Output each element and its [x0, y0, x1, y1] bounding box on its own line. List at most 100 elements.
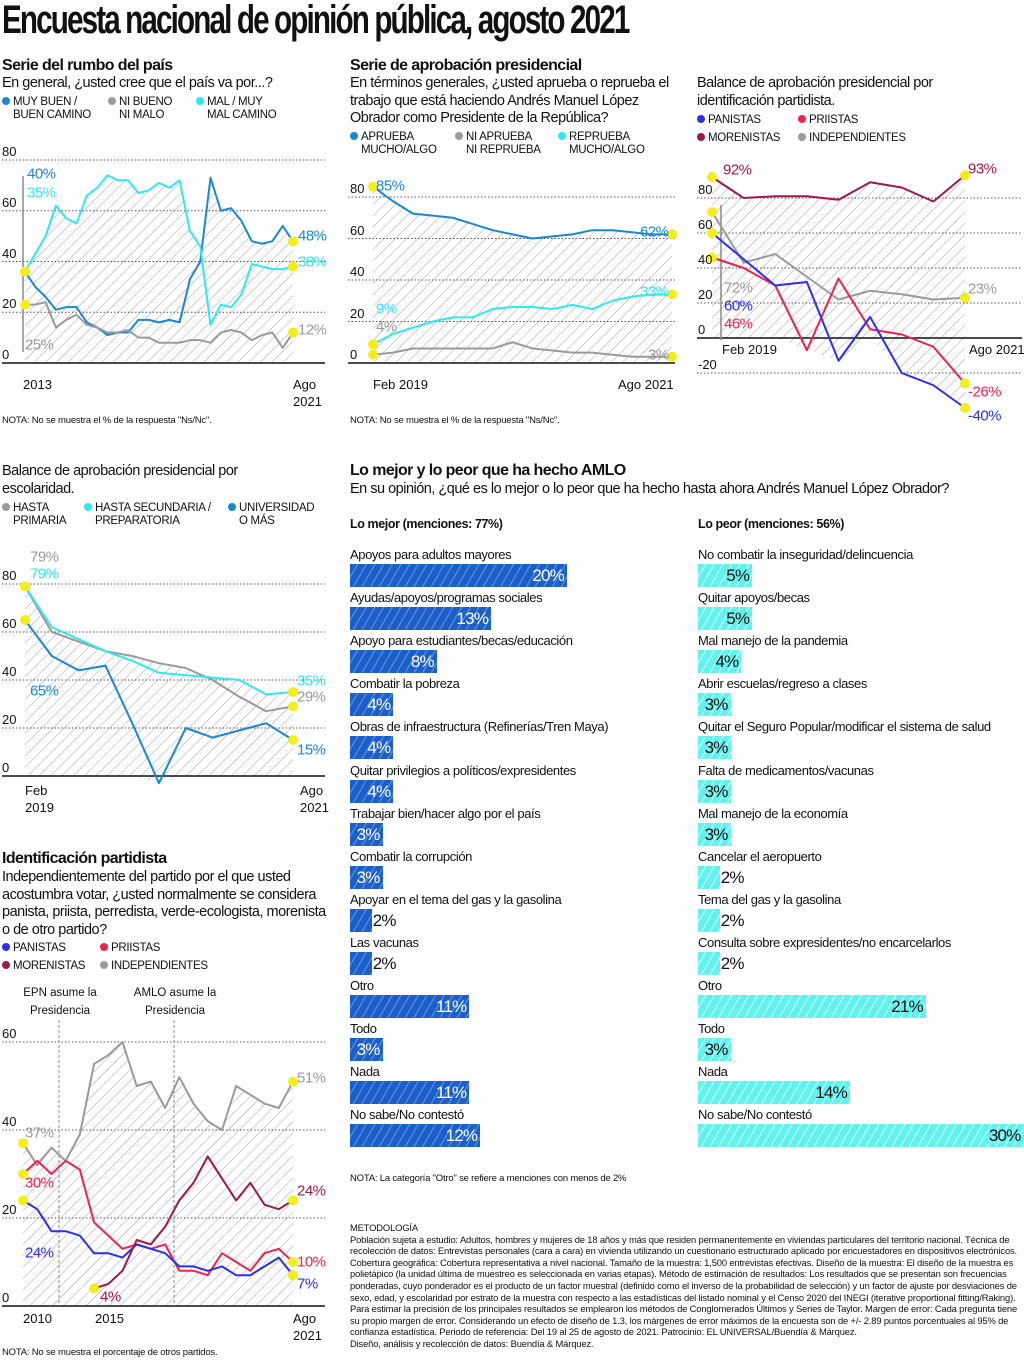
- bar-value-label: 2%: [720, 910, 745, 930]
- value-label: 46%: [724, 315, 753, 333]
- legend-label: BUEN CAMINO: [13, 109, 91, 121]
- highlight-dot: [667, 289, 677, 300]
- series-line: [93, 1155, 294, 1290]
- bar-category-label: Ayudas/apoyos/programas sociales: [350, 590, 543, 606]
- legend-dot-icon: [2, 503, 10, 511]
- highlight-dot: [707, 207, 717, 217]
- bar-value-label: 3%: [704, 1040, 729, 1060]
- bar-category-label: Otro: [698, 978, 722, 993]
- legend-dot-icon: [100, 943, 108, 951]
- x-tick-line: 2015: [95, 1311, 124, 1326]
- bar-value-label: 3%: [356, 824, 381, 844]
- series-line: [372, 293, 672, 346]
- identificacion-note: NOTA: No se muestra el porcentaje de otr…: [2, 1347, 218, 1358]
- value-label: 48%: [298, 227, 327, 245]
- best-bar: [350, 865, 383, 889]
- worst-column-header: Lo peor (menciones: 56%): [698, 517, 844, 531]
- value-label: 3%: [648, 346, 669, 364]
- highlight-dot: [20, 581, 30, 592]
- legend-item: HASTA SECUNDARIA / PREPARATORIA: [84, 502, 211, 528]
- highlight-dot: [707, 172, 717, 182]
- best-bar: [350, 1124, 481, 1148]
- highlight-dot: [960, 403, 970, 413]
- event-annotation-line: AMLO asume la: [133, 987, 217, 999]
- rumbo-note: NOTA: No se muestra el % de la respuesta…: [2, 415, 212, 426]
- legend-label: PANISTAS: [13, 942, 66, 954]
- bar-value-label: 8%: [410, 652, 435, 672]
- best-bar: [350, 693, 394, 717]
- legend-label: PRIMARIA: [13, 515, 67, 527]
- x-tick-label: Ago 2021: [300, 782, 329, 816]
- highlight-dot: [89, 1283, 100, 1294]
- y-tick-label: 0: [350, 347, 358, 362]
- legend-item: INDEPENDIENTES: [100, 960, 208, 973]
- highlight-dot: [288, 1257, 298, 1267]
- highlight-dot: [288, 701, 298, 712]
- bar-value-label: 3%: [356, 867, 381, 887]
- bar-value-label: 2%: [372, 953, 397, 973]
- value-label: 23%: [968, 280, 997, 298]
- bar-category-label: Quitar privilegios a políticos/expreside…: [350, 762, 576, 778]
- legend-label: MUCHO/ALGO: [569, 144, 645, 156]
- highlight-dot: [18, 1138, 28, 1149]
- value-label: 12%: [298, 321, 327, 339]
- series-line: [24, 585, 294, 696]
- x-tick-line: Ago: [293, 1311, 317, 1326]
- y-tick-label: 80: [2, 568, 17, 583]
- bar-value-label: 3%: [704, 824, 729, 844]
- bar-category-label: Apoyar en el tema del gas y la gasolina: [350, 891, 562, 907]
- bar-category-label: Todo: [350, 1021, 377, 1037]
- highlight-dot: [288, 236, 298, 247]
- value-label: 72%: [724, 279, 753, 297]
- series-line: [22, 1159, 294, 1277]
- worst-bar: [698, 908, 720, 932]
- bar-category-label: No sabe/No contestó: [698, 1107, 812, 1123]
- legend-label: INDEPENDIENTES: [111, 960, 208, 972]
- legend-label: MAL / MUY: [207, 96, 263, 108]
- legend-item: PANISTAS: [697, 114, 761, 127]
- legend-item: INDEPENDIENTES: [798, 132, 906, 145]
- bar-category-label: Combatir la corrupción: [350, 848, 472, 864]
- x-tick-line: Feb 2019: [722, 342, 777, 357]
- legend-label: MUCHO/ALGO: [361, 144, 437, 156]
- page-title: Encuesta nacional de opinión pública, ag…: [2, 0, 630, 42]
- legend-label: O MÁS: [239, 515, 275, 527]
- legend-item: MAL / MUY MAL CAMINO: [196, 96, 277, 122]
- bar-category-label: Abrir escuelas/regreso a clases: [698, 676, 867, 692]
- methodology-text: Población sujeta a estudio: Adultos, hom…: [350, 1233, 1018, 1338]
- best-bar: [350, 951, 372, 975]
- value-label: 37%: [25, 1124, 54, 1142]
- value-label: -40%: [968, 407, 1002, 425]
- legend-label: APRUEBA: [361, 131, 414, 143]
- x-tick-line: Ago 2021: [969, 342, 1024, 357]
- highlight-dot: [288, 261, 298, 272]
- value-label: 92%: [723, 161, 752, 179]
- series-line: [24, 174, 294, 326]
- worst-bar: [698, 822, 731, 846]
- series-line: [24, 585, 294, 713]
- legend-label: PREPARATORIA: [95, 515, 180, 527]
- best-bar: [350, 1081, 470, 1105]
- legend-dot-icon: [2, 97, 10, 105]
- bar-category-label: Apoyo para estudiantes/becas/educación: [350, 633, 573, 649]
- series-line: [25, 301, 294, 349]
- methodology-credits: Diseño, análisis y recolección de datos:…: [350, 1337, 594, 1349]
- bar-category-label: Trabajar bien/hacer algo por el país: [350, 805, 541, 821]
- series-line: [24, 619, 294, 785]
- value-label: 24%: [25, 1244, 54, 1262]
- series-line: [22, 1041, 294, 1167]
- bar-value-label: 30%: [988, 1126, 1021, 1146]
- y-tick-label: 0: [698, 322, 706, 337]
- legend-dot-icon: [196, 97, 204, 105]
- bar-value-label: 20%: [532, 566, 564, 585]
- bar-value-label: 2%: [372, 910, 397, 930]
- legend-label: MORENISTAS: [708, 132, 781, 144]
- highlight-dot: [288, 327, 298, 338]
- legend-label: PRIISTAS: [809, 114, 859, 126]
- legend-label: HASTA SECUNDARIA /: [95, 502, 211, 514]
- legend-dot-icon: [350, 132, 358, 140]
- highlight-dot: [288, 735, 298, 745]
- value-label: 29%: [297, 688, 326, 706]
- bar-category-label: Combatir la pobreza: [350, 676, 460, 692]
